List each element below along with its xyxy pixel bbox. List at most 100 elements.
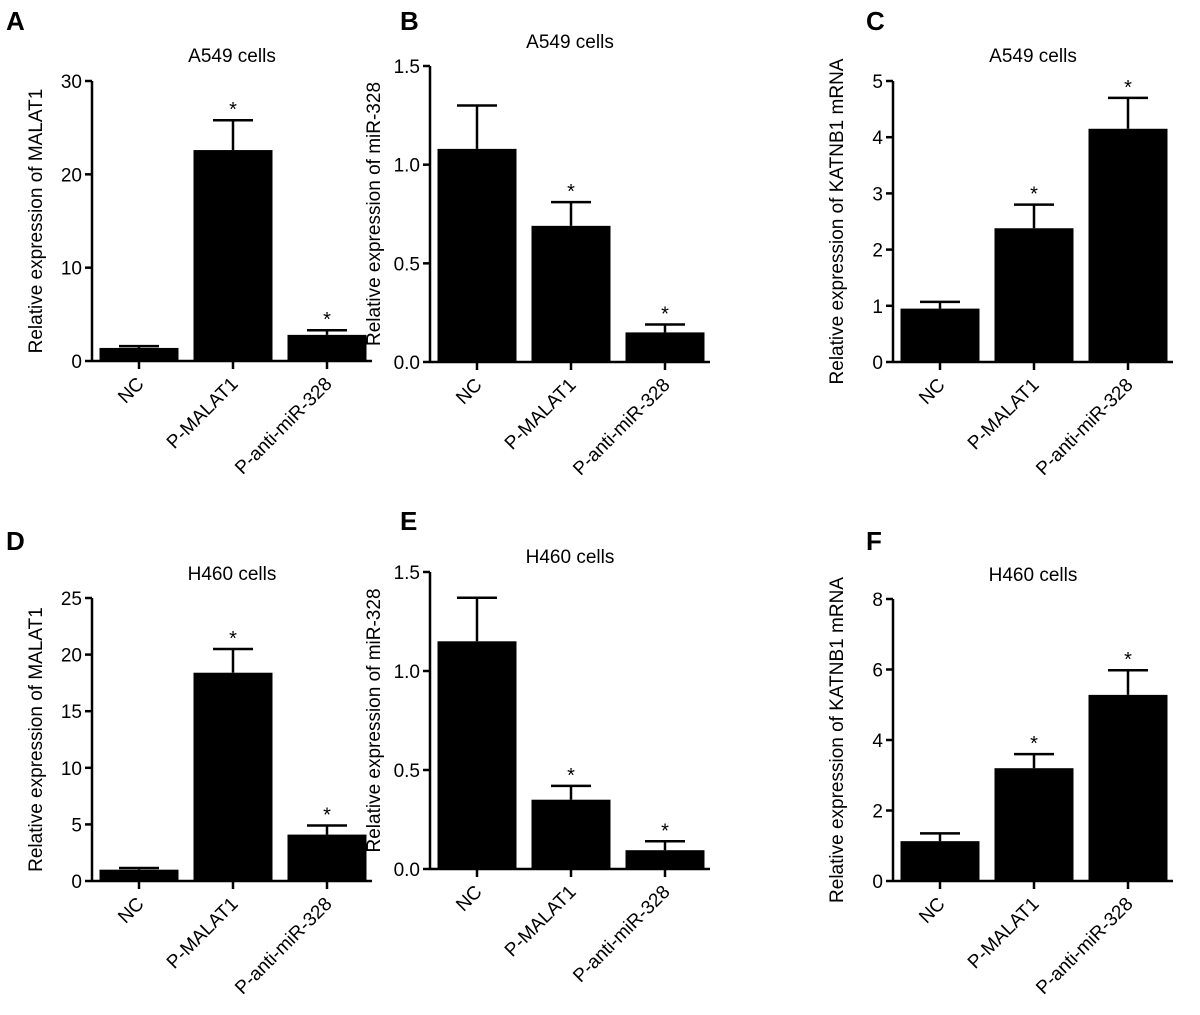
panel-a: A A549 cells Relative expression of MALAT1… — [6, 6, 372, 479]
significance-marker: * — [661, 304, 669, 326]
panel-e: E H460 cells Relative expression of miR-32… — [364, 506, 710, 987]
significance-marker: * — [229, 99, 237, 121]
y-tick-label: 10 — [61, 759, 82, 780]
y-tick-label: 1 — [872, 297, 883, 318]
y-tick-label: 5 — [872, 72, 883, 93]
x-tick-label: P-MALAT1 — [163, 894, 243, 974]
x-tick-label: NC — [114, 894, 148, 928]
bar-p-anti-mir-328 — [1088, 694, 1168, 881]
bar-p-malat1 — [193, 672, 273, 881]
significance-marker: * — [1124, 649, 1132, 671]
bar-nc — [99, 869, 179, 881]
chart-title: A549 cells — [188, 46, 276, 67]
panel-letter: E — [400, 506, 417, 536]
y-tick-label: 20 — [61, 165, 82, 186]
y-tick-label: 15 — [61, 702, 82, 723]
bar-nc — [900, 841, 980, 881]
chart-title: H460 cells — [188, 564, 277, 585]
bar-nc — [437, 641, 517, 869]
x-tick-label: P-anti-miR-328 — [569, 882, 674, 987]
y-tick-label: 3 — [872, 184, 883, 205]
chart-title: A549 cells — [989, 46, 1077, 67]
y-tick-label: 0.0 — [394, 353, 420, 374]
panel-letter: C — [866, 6, 885, 36]
significance-marker: * — [323, 805, 331, 827]
chart-title: A549 cells — [526, 32, 614, 53]
y-tick-label: 0.5 — [394, 254, 420, 275]
x-tick-label: P-anti-miR-328 — [1032, 894, 1137, 999]
x-tick-label: P-MALAT1 — [964, 894, 1044, 974]
y-tick-label: 0.5 — [394, 761, 420, 782]
y-tick-label: 0 — [71, 352, 82, 373]
y-tick-label: 30 — [61, 72, 82, 93]
y-tick-label: 1.0 — [394, 156, 420, 177]
y-axis-label: Relative expression of miR-328 — [364, 82, 385, 346]
y-tick-label: 0 — [872, 872, 883, 893]
significance-marker: * — [661, 820, 669, 842]
bar-nc — [99, 347, 179, 361]
y-tick-label: 2 — [872, 802, 883, 823]
bar-p-anti-mir-328 — [625, 332, 705, 362]
significance-marker: * — [567, 181, 575, 203]
bar-p-malat1 — [994, 768, 1074, 881]
panel-letter: A — [6, 6, 25, 36]
bar-p-anti-mir-328 — [287, 334, 367, 361]
panel-f: F H460 cells Relative expression of KATNB1… — [827, 526, 1173, 999]
y-axis-label: Relative expression of KATNB1 mRNA — [827, 577, 848, 903]
y-axis-label: Relative expression of MALAT1 — [26, 89, 47, 354]
bar-p-anti-mir-328 — [287, 834, 367, 881]
y-tick-label: 1.0 — [394, 662, 420, 683]
bar-nc — [900, 308, 980, 362]
y-tick-label: 8 — [872, 590, 883, 611]
panel-letter: F — [866, 526, 882, 556]
x-tick-label: P-anti-miR-328 — [569, 375, 674, 480]
y-tick-label: 0 — [872, 353, 883, 374]
x-tick-label: P-anti-miR-328 — [231, 894, 336, 999]
y-tick-label: 25 — [61, 589, 82, 610]
x-tick-label: NC — [915, 894, 949, 928]
y-tick-label: 2 — [872, 241, 883, 262]
chart-title: H460 cells — [526, 547, 615, 568]
significance-marker: * — [1124, 77, 1132, 99]
x-tick-label: NC — [452, 882, 486, 916]
panel-d: D H460 cells Relative expression of MALAT1… — [6, 526, 372, 999]
significance-marker: * — [1030, 733, 1038, 755]
panel-letter: B — [400, 6, 419, 36]
y-axis-label: Relative expression of miR-328 — [364, 588, 385, 852]
y-tick-label: 5 — [71, 815, 82, 836]
y-tick-label: 4 — [872, 731, 883, 752]
y-tick-label: 1.5 — [394, 563, 420, 584]
x-tick-label: NC — [452, 375, 486, 409]
panel-letter: D — [6, 526, 25, 556]
y-tick-label: 6 — [872, 661, 883, 682]
bar-p-malat1 — [531, 799, 611, 869]
y-tick-label: 0.0 — [394, 860, 420, 881]
x-tick-label: P-anti-miR-328 — [1032, 375, 1137, 480]
y-tick-label: 4 — [872, 128, 883, 149]
bar-p-malat1 — [994, 228, 1074, 362]
y-tick-label: 0 — [71, 872, 82, 893]
y-tick-label: 10 — [61, 259, 82, 280]
y-tick-label: 20 — [61, 646, 82, 667]
chart-title: H460 cells — [989, 565, 1078, 586]
bar-p-anti-mir-328 — [1088, 128, 1168, 362]
x-tick-label: P-MALAT1 — [163, 374, 243, 454]
bar-p-malat1 — [193, 150, 273, 361]
significance-marker: * — [323, 309, 331, 331]
x-tick-label: P-MALAT1 — [501, 375, 581, 455]
significance-marker: * — [1030, 184, 1038, 206]
bar-p-anti-mir-328 — [625, 850, 705, 869]
significance-marker: * — [567, 765, 575, 787]
x-tick-label: P-MALAT1 — [964, 375, 1044, 455]
x-tick-label: NC — [915, 375, 949, 409]
y-axis-label: Relative expression of MALAT1 — [26, 607, 47, 872]
bar-nc — [437, 148, 517, 362]
y-axis-label: Relative expression of KATNB1 mRNA — [827, 58, 848, 384]
x-tick-label: P-MALAT1 — [501, 882, 581, 962]
significance-marker: * — [229, 628, 237, 650]
x-tick-label: NC — [114, 374, 148, 408]
panel-c: C A549 cells Relative expression of KATNB1… — [827, 6, 1173, 480]
y-tick-label: 1.5 — [394, 57, 420, 78]
x-tick-label: P-anti-miR-328 — [231, 374, 336, 479]
